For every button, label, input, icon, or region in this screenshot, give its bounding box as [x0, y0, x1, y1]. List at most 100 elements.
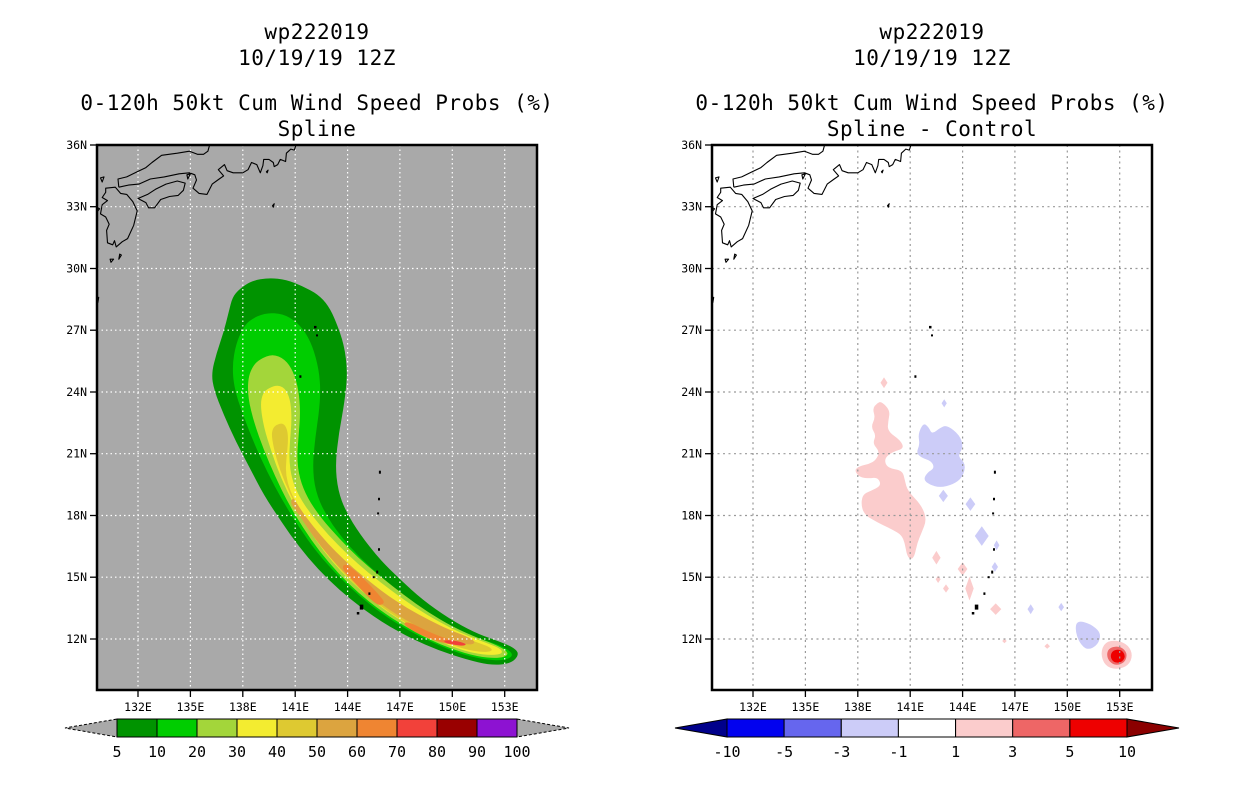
svg-text:36N: 36N [681, 138, 702, 152]
svg-text:12N: 12N [66, 632, 87, 646]
svg-text:50: 50 [308, 743, 326, 761]
svg-text:36N: 36N [66, 138, 87, 152]
svg-text:141E: 141E [896, 700, 924, 714]
svg-text:150E: 150E [1053, 700, 1081, 714]
colorbar-segment [156, 718, 198, 738]
chart-heading: 0-120h 50kt Cum Wind Speed Probs (%) [695, 91, 1169, 115]
colorbar-segment [783, 718, 842, 738]
contour-region-10 [232, 313, 512, 661]
svg-text:138E: 138E [229, 700, 257, 714]
shaded-regions [212, 278, 518, 665]
svg-text:18N: 18N [66, 509, 87, 523]
small-anomaly [938, 489, 948, 503]
svg-text:27N: 27N [66, 323, 87, 337]
svg-text:5: 5 [112, 743, 121, 761]
small-anomaly [1058, 602, 1064, 612]
svg-text:100: 100 [503, 743, 530, 761]
colorbar-segment [276, 718, 318, 738]
colorbar-arrow [1126, 718, 1180, 738]
colorbar-segment [316, 718, 358, 738]
init-datetime: 10/19/19 12Z [238, 46, 396, 70]
svg-text:135E: 135E [792, 700, 820, 714]
axis-labels: 132E 135E 138E 141E 144E 147E 150E 153E 12N 15N 18… [66, 138, 518, 714]
map-frame [95, 143, 539, 692]
svg-text:132E: 132E [124, 700, 152, 714]
svg-text:1: 1 [951, 743, 960, 761]
contour-region-70 [444, 640, 466, 646]
svg-text:33N: 33N [681, 200, 702, 214]
map-background [712, 145, 1152, 690]
svg-text:141E: 141E [281, 700, 309, 714]
colorbar-segment [436, 718, 478, 738]
contour-region--1to-3 [1075, 621, 1101, 649]
map-frame [710, 143, 1154, 692]
small-anomaly [991, 562, 998, 572]
axis-ticks [705, 144, 1121, 697]
colorbar-arrow [516, 718, 570, 738]
coastline [711, 144, 912, 303]
svg-text:138E: 138E [844, 700, 872, 714]
svg-text:147E: 147E [386, 700, 414, 714]
svg-text:80: 80 [428, 743, 446, 761]
small-anomaly [974, 526, 989, 546]
svg-text:-3: -3 [832, 743, 850, 761]
svg-text:20: 20 [188, 743, 206, 761]
coastline [96, 144, 297, 303]
colorbar-segment [1069, 718, 1128, 738]
grid-lines [712, 145, 1152, 690]
svg-text:10: 10 [1118, 743, 1136, 761]
svg-text:5: 5 [1065, 743, 1074, 761]
island-marks [299, 325, 381, 615]
colorbar-labels: 5 10 20 30 40 50 60 70 80 90 100 [112, 743, 530, 761]
colorbar-segment [116, 718, 158, 738]
svg-text:18N: 18N [681, 509, 702, 523]
contour-region-60 [342, 564, 384, 605]
svg-text:30N: 30N [66, 262, 87, 276]
svg-text:21N: 21N [681, 447, 702, 461]
svg-text:15N: 15N [681, 570, 702, 584]
colorbar-spline: 5 10 20 30 40 50 60 70 80 90 100 [64, 718, 570, 761]
svg-text:153E: 153E [491, 700, 519, 714]
contour-region-60 [404, 622, 461, 645]
svg-text:10: 10 [148, 743, 166, 761]
small-anomaly [935, 575, 941, 583]
svg-text:30: 30 [228, 743, 246, 761]
svg-text:60: 60 [348, 743, 366, 761]
shaded-regions [855, 377, 1132, 669]
panel-spline-minus-control: wp222019 10/19/19 12Z 0-120h 50kt Cum Wi… [618, 0, 1236, 800]
chart-heading: 0-120h 50kt Cum Wind Speed Probs (%) [80, 91, 554, 115]
axis-labels: 132E 135E 138E 141E 144E 147E 150E 153E 12N 15N 18… [681, 138, 1133, 714]
colorbar-segment [897, 718, 956, 738]
svg-text:147E: 147E [1001, 700, 1029, 714]
colorbar-segment [726, 718, 785, 738]
colorbar-segment [840, 718, 899, 738]
small-anomaly [990, 603, 1002, 615]
colorbar-segment [476, 718, 518, 738]
probability-map-spline: 132E 135E 138E 141E 144E 147E 150E 153E 12N 15N 18… [66, 138, 539, 714]
small-anomaly [932, 550, 941, 565]
colorbar-segment [396, 718, 438, 738]
small-anomaly [880, 377, 888, 389]
small-anomaly [943, 584, 949, 593]
small-anomaly [965, 497, 976, 511]
svg-text:153E: 153E [1106, 700, 1134, 714]
svg-text:27N: 27N [681, 323, 702, 337]
svg-text:90: 90 [468, 743, 486, 761]
colorbar-segment [356, 718, 398, 738]
svg-text:3: 3 [1008, 743, 1017, 761]
svg-text:132E: 132E [739, 700, 767, 714]
svg-text:135E: 135E [177, 700, 205, 714]
grid-lines [97, 145, 537, 690]
colorbar-arrow [674, 718, 728, 738]
colorbar-segment [196, 718, 238, 738]
svg-text:12N: 12N [681, 632, 702, 646]
chart-variant: Spline - Control [826, 117, 1038, 141]
svg-text:33N: 33N [66, 200, 87, 214]
svg-text:-10: -10 [713, 743, 740, 761]
colorbar-labels: -10 -5 -3 -1 1 3 5 10 [713, 743, 1136, 761]
svg-text:144E: 144E [949, 700, 977, 714]
svg-text:70: 70 [388, 743, 406, 761]
colorbar-arrow [64, 718, 118, 738]
svg-text:30N: 30N [681, 262, 702, 276]
svg-text:40: 40 [268, 743, 286, 761]
